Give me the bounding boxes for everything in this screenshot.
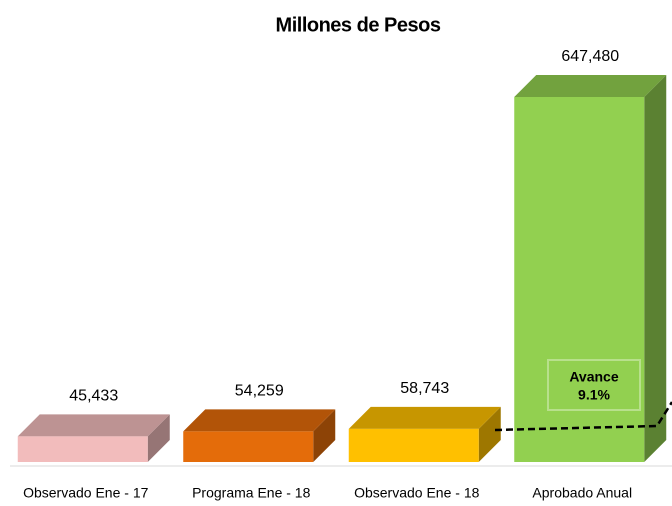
bar <box>183 431 314 462</box>
bar-top <box>514 75 667 97</box>
bar-side <box>478 406 501 462</box>
annotation-box <box>547 359 641 411</box>
value-label: 647,480 <box>561 48 619 65</box>
x-tick-label: Aprobado Anual <box>532 485 632 501</box>
x-tick-label: Observado Ene - 18 <box>354 485 480 501</box>
bar-side <box>644 75 667 462</box>
bar-side <box>313 409 336 462</box>
annotation-title: Avance <box>569 369 619 385</box>
bars: 45,433 Observado Ene - 17 54,259 Programa E… <box>17 48 667 501</box>
annotation-label: 9.1% <box>578 387 610 403</box>
bar <box>17 436 148 462</box>
value-label: 45,433 <box>69 388 118 405</box>
bar-top <box>17 414 170 437</box>
chart-title: Millones de Pesos <box>276 14 441 36</box>
bar <box>348 428 479 462</box>
x-tick-label: Programa Ene - 18 <box>192 485 310 501</box>
value-label: 54,259 <box>235 383 284 400</box>
bar-top <box>183 409 336 432</box>
connector-line <box>494 401 672 432</box>
x-tick-label: Observado Ene - 17 <box>23 485 149 501</box>
bar-side <box>147 414 170 462</box>
value-label: 58,743 <box>400 380 449 397</box>
bar-top <box>348 406 501 429</box>
